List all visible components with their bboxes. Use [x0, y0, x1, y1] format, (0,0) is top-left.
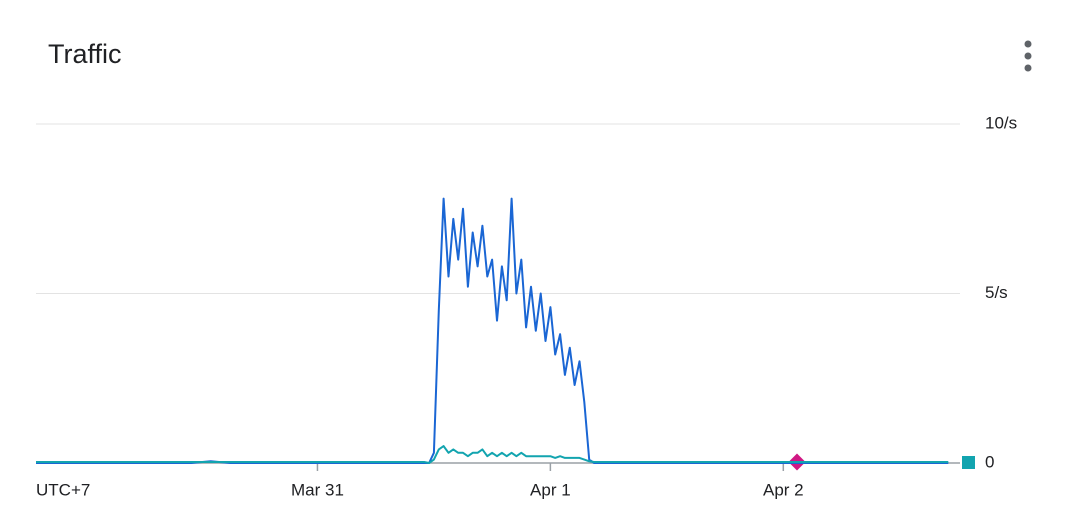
series-line: [36, 445, 949, 464]
y-tick-label: 0: [985, 452, 994, 471]
y-tick-label: 10/s: [985, 113, 1017, 132]
series-line: [36, 197, 949, 464]
chart-title: Traffic: [48, 39, 122, 69]
more-menu[interactable]: [1024, 40, 1032, 72]
timezone-label: UTC+7: [36, 480, 90, 499]
x-tick-label: Apr 2: [763, 480, 804, 499]
x-tick-label: Apr 1: [530, 480, 571, 499]
menu-dot: [1024, 40, 1032, 48]
y-tick-label: 5/s: [985, 283, 1008, 302]
series-end-marker: [962, 456, 975, 469]
menu-dot: [1024, 52, 1032, 60]
menu-dot: [1024, 64, 1032, 72]
x-tick-label: Mar 31: [291, 480, 344, 499]
